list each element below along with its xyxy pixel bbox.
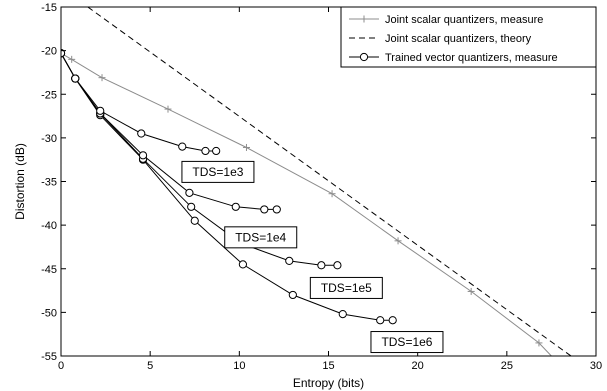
legend-label: Joint scalar quantizers, theory — [385, 33, 532, 45]
y-axis-label: Distortion (dB) — [13, 143, 27, 220]
y-tick-label: -55 — [41, 351, 57, 363]
y-tick-label: -20 — [41, 46, 57, 58]
axis-ticks: 0 5 10 15 20 25 30 -15 -20 -25 -30 -35 -40 -45 -50 -55 — [41, 2, 602, 372]
circle-marker — [201, 146, 210, 156]
circle-marker — [260, 205, 269, 214]
annotation-label: TDS=1e6 — [381, 335, 432, 349]
y-tick-label: -35 — [41, 177, 57, 189]
circle-marker — [178, 142, 187, 151]
legend: Joint scalar quantizers, measure Joint sc… — [340, 6, 597, 68]
circle-marker — [238, 260, 247, 269]
series-line — [61, 52, 552, 356]
series-line — [61, 52, 393, 321]
circle-marker — [376, 316, 385, 325]
x-tick-label: 0 — [58, 360, 64, 372]
x-tick-label: 20 — [412, 360, 424, 372]
circle-marker — [187, 202, 196, 211]
x-tick-label: 10 — [233, 360, 245, 372]
legend-box — [340, 6, 597, 68]
y-tick-label: -50 — [41, 307, 57, 319]
y-tick-label: -15 — [41, 2, 57, 14]
series-0 — [61, 49, 552, 356]
circle-marker — [71, 74, 80, 83]
circle-marker — [388, 316, 397, 325]
annotation-label: TDS=1e3 — [192, 165, 243, 179]
circle-marker — [138, 151, 148, 160]
annotation-box — [309, 276, 383, 299]
circle-marker — [317, 261, 326, 270]
circle-marker — [359, 52, 369, 62]
circle-marker — [212, 146, 221, 156]
series-2 — [61, 49, 221, 156]
y-tick-label: -30 — [41, 133, 57, 145]
circle-marker — [288, 290, 297, 300]
annotations: TDS=1e3 TDS=1e4 TDS=1e5 TDS=1e6 — [181, 160, 444, 354]
circle-marker — [231, 202, 240, 211]
y-tick-label: -45 — [41, 264, 57, 276]
circle-marker — [338, 310, 347, 319]
x-tick-label: 30 — [590, 360, 602, 372]
legend-label: Trained vector quantizers, measure — [385, 52, 558, 64]
x-axis-label: Entropy (bits) — [293, 376, 364, 390]
annotation-label: TDS=1e5 — [321, 281, 372, 295]
x-tick-label: 25 — [501, 360, 513, 372]
circle-marker — [137, 129, 146, 138]
legend-label: Joint scalar quantizers, measure — [385, 14, 543, 26]
plot-area — [61, 7, 572, 356]
annotation-box — [370, 331, 444, 354]
y-tick-label: -40 — [41, 220, 57, 232]
annotation-label: TDS=1e4 — [235, 230, 286, 244]
annotation-box — [224, 226, 298, 249]
circle-marker — [272, 205, 281, 214]
circle-marker — [285, 256, 294, 265]
circle-marker — [96, 106, 105, 115]
annotation-box — [181, 160, 255, 183]
y-tick-label: -25 — [41, 89, 57, 101]
x-tick-label: 15 — [322, 360, 334, 372]
x-tick-label: 5 — [147, 360, 153, 372]
circle-marker — [190, 216, 199, 225]
circle-marker — [333, 261, 342, 270]
circle-marker — [185, 188, 194, 197]
